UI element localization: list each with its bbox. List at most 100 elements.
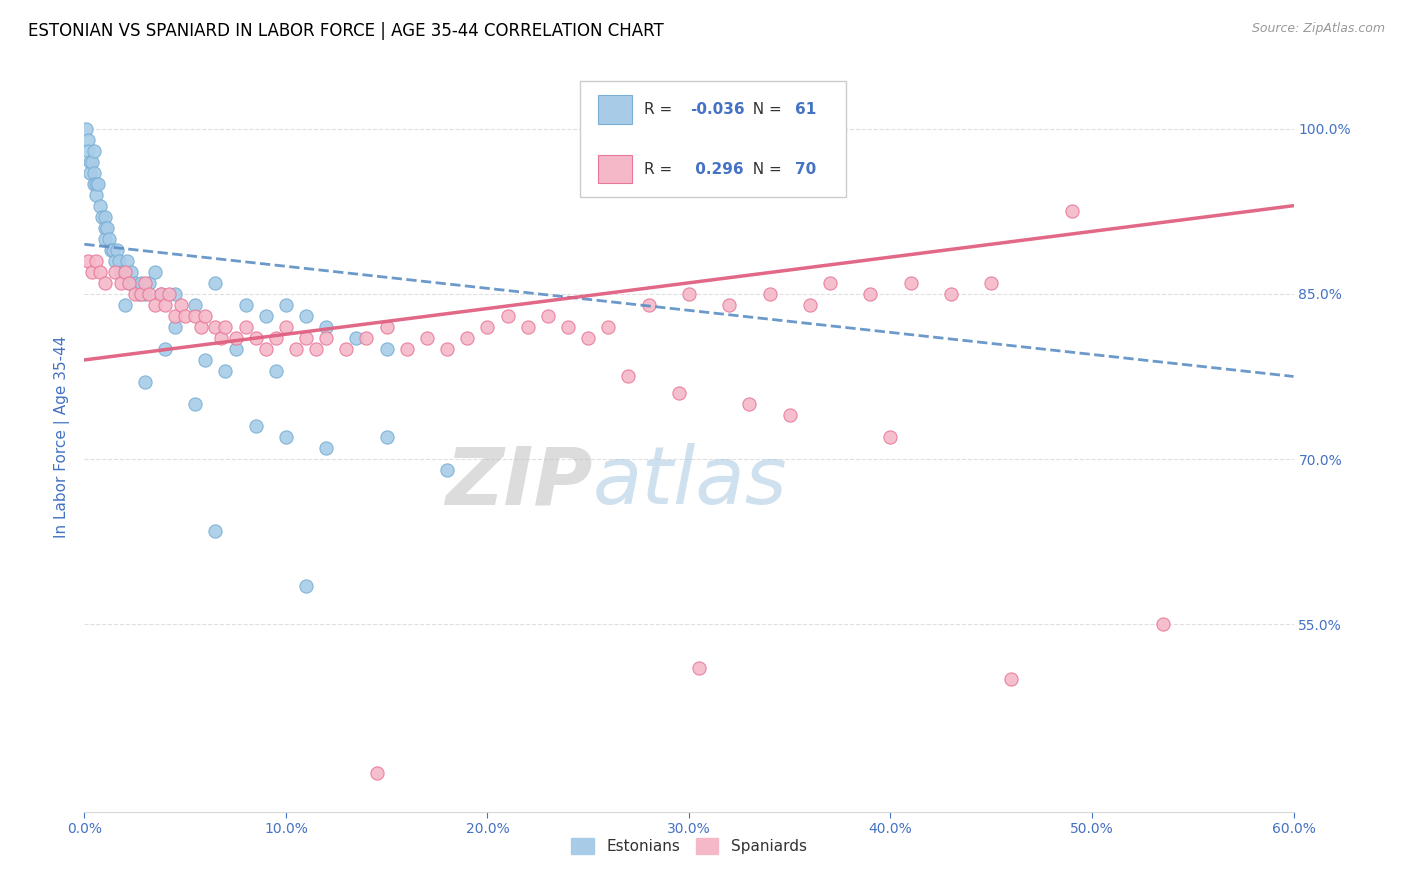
Point (114, 265, 136, 279)
Point (124, 276, 146, 290)
Point (346, 331, 368, 345)
Point (1060, 204, 1083, 219)
Point (91, 210, 114, 224)
Point (114, 298, 136, 312)
Point (235, 319, 257, 334)
Point (315, 331, 337, 345)
Point (89, 199, 111, 213)
Point (779, 408, 801, 422)
Point (204, 276, 226, 290)
Legend: Estonians, Spaniards: Estonians, Spaniards (565, 832, 813, 860)
Point (900, 276, 922, 290)
Point (315, 319, 337, 334)
Point (576, 331, 599, 345)
Text: R =: R = (644, 161, 678, 177)
Point (93, 276, 115, 290)
Point (1000, 673, 1022, 687)
Point (274, 319, 297, 334)
Point (77, 253, 100, 268)
Point (86, 177, 108, 191)
Point (165, 319, 187, 334)
Point (87, 177, 110, 191)
Point (153, 298, 176, 312)
Text: R =: R = (644, 102, 678, 117)
Text: -0.036: -0.036 (690, 102, 745, 117)
Point (83, 144, 105, 158)
Point (516, 319, 538, 334)
Point (416, 331, 439, 345)
Point (209, 331, 232, 345)
FancyBboxPatch shape (581, 81, 846, 197)
Point (110, 265, 132, 279)
Point (100, 243, 122, 257)
Point (110, 276, 132, 290)
Point (184, 309, 207, 323)
Point (93, 210, 115, 224)
Point (375, 342, 398, 356)
Y-axis label: In Labor Force | Age 35-44: In Labor Force | Age 35-44 (55, 336, 70, 538)
Text: atlas: atlas (592, 443, 787, 521)
Point (157, 286, 180, 301)
Point (477, 319, 499, 334)
Point (143, 265, 166, 279)
Point (89, 265, 111, 279)
Point (245, 419, 267, 434)
Text: N =: N = (744, 161, 787, 177)
Point (86, 187, 108, 202)
Point (77, 144, 100, 158)
Point (285, 342, 308, 356)
Point (138, 276, 160, 290)
Point (104, 265, 127, 279)
Point (859, 286, 882, 301)
Point (129, 276, 152, 290)
Text: ZIP: ZIP (444, 443, 592, 521)
Text: 0.296: 0.296 (690, 161, 744, 177)
Point (190, 319, 212, 334)
Point (375, 430, 398, 444)
Point (688, 661, 710, 675)
Text: ESTONIAN VS SPANIARD IN LABOR FORCE | AGE 35-44 CORRELATION CHART: ESTONIAN VS SPANIARD IN LABOR FORCE | AG… (28, 22, 664, 40)
Point (668, 386, 690, 401)
Point (436, 342, 458, 356)
Point (134, 286, 156, 301)
Point (82, 265, 104, 279)
Point (225, 331, 247, 345)
Point (79, 166, 101, 180)
Point (93, 232, 115, 246)
FancyBboxPatch shape (599, 95, 633, 124)
Point (97, 232, 120, 246)
FancyBboxPatch shape (599, 155, 633, 184)
Point (456, 331, 478, 345)
Point (980, 276, 1002, 290)
Point (274, 298, 297, 312)
Point (235, 298, 257, 312)
Point (295, 579, 318, 593)
Point (83, 166, 105, 180)
Point (335, 342, 357, 356)
Point (77, 132, 100, 146)
Point (678, 286, 700, 301)
Point (143, 298, 166, 312)
Point (153, 342, 176, 356)
Point (204, 319, 226, 334)
Point (356, 331, 378, 345)
Point (264, 331, 287, 345)
Point (939, 286, 962, 301)
Point (204, 524, 226, 538)
Point (194, 353, 217, 368)
Point (114, 265, 136, 279)
Point (165, 286, 187, 301)
Text: 70: 70 (796, 161, 817, 177)
Point (134, 375, 156, 389)
Point (118, 276, 141, 290)
Point (225, 342, 247, 356)
Point (115, 253, 138, 268)
Point (194, 309, 217, 323)
Point (395, 342, 418, 356)
Point (170, 298, 193, 312)
Point (118, 276, 141, 290)
Point (245, 331, 267, 345)
Text: Source: ZipAtlas.com: Source: ZipAtlas.com (1251, 22, 1385, 36)
Point (83, 177, 105, 191)
Point (295, 309, 318, 323)
